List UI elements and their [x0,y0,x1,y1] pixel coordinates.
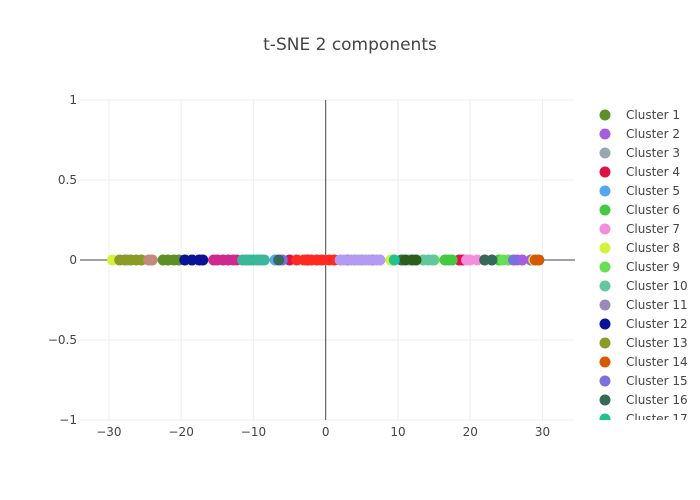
legend-marker [599,394,611,406]
chart-title: t-SNE 2 components [263,35,437,55]
y-tick: 0 [69,253,77,267]
legend-item[interactable]: Cluster 2 [599,127,681,141]
legend-marker [599,166,611,178]
legend-label: Cluster 7 [626,222,680,236]
data-point[interactable] [533,254,545,266]
data-point[interactable] [410,254,422,266]
legend-label: Cluster 14 [626,355,688,369]
legend[interactable]: Cluster 1 Cluster 2 Cluster 3 Cluster 4 Clus… [599,108,688,426]
data-points[interactable] [107,254,545,266]
x-tick-label: −30 [96,425,121,439]
legend-item[interactable]: Cluster 11 [599,298,688,312]
x-tick: 20 [463,425,478,439]
data-point[interactable] [374,254,386,266]
y-tick: −0.5 [48,333,77,347]
y-tick: 1 [69,93,77,107]
data-point[interactable] [516,254,528,266]
data-point[interactable] [486,254,498,266]
x-tick: −10 [241,425,266,439]
legend-item[interactable]: Cluster 12 [599,317,688,331]
x-tick-label: 0 [322,425,330,439]
legend-item[interactable]: Cluster 1 [599,108,681,122]
legend-marker [599,204,611,216]
data-point[interactable] [273,254,285,266]
legend-item[interactable]: Cluster 8 [599,241,681,255]
legend-item[interactable]: Cluster 16 [599,393,688,407]
legend-items: Cluster 1 Cluster 2 Cluster 3 Cluster 4 Clus… [599,108,688,426]
legend-marker [599,413,611,420]
legend-marker [599,185,611,197]
y-tick-label: −0.5 [48,333,77,347]
data-point[interactable] [388,254,400,266]
legend-label: Cluster 16 [626,393,688,407]
x-tick-label: −10 [241,425,266,439]
x-tick-label: −20 [169,425,194,439]
legend-label: Cluster 9 [626,260,680,274]
y-tick-label: 0 [69,253,77,267]
legend-item[interactable]: Cluster 4 [599,165,681,179]
data-point[interactable] [427,254,439,266]
legend-label: Cluster 10 [626,279,688,293]
legend-marker [599,147,611,159]
data-point[interactable] [197,254,209,266]
legend-marker [599,280,611,292]
x-tick-label: 10 [390,425,405,439]
legend-label: Cluster 2 [626,127,680,141]
legend-label: Cluster 4 [626,165,680,179]
x-tick: 30 [535,425,550,439]
x-tick: 10 [390,425,405,439]
legend-label: Cluster 5 [626,184,680,198]
legend-marker [599,242,611,254]
data-point[interactable] [446,254,458,266]
y-tick-label: 1 [69,93,77,107]
legend-label: Cluster 15 [626,374,688,388]
legend-marker [599,318,611,330]
y-tick: 0.5 [58,173,77,187]
data-point[interactable] [258,254,270,266]
legend-item[interactable]: Cluster 7 [599,222,681,236]
x-tick-label: 30 [535,425,550,439]
x-tick: −20 [169,425,194,439]
legend-label: Cluster 6 [626,203,680,217]
legend-item[interactable]: Cluster 9 [599,260,681,274]
x-tick-label: 20 [463,425,478,439]
legend-marker [599,128,611,140]
legend-label: Cluster 3 [626,146,680,160]
data-point[interactable] [240,254,252,266]
legend-marker [599,223,611,235]
legend-label: Cluster 12 [626,317,688,331]
data-point[interactable] [146,254,158,266]
legend-item[interactable]: Cluster 14 [599,355,688,369]
legend-item[interactable]: Cluster 13 [599,336,688,350]
data-point[interactable] [508,254,520,266]
legend-item[interactable]: Cluster 10 [599,279,688,293]
legend-label: Cluster 13 [626,336,688,350]
axes: −30 −20 −10 0 10 20 30 −1 −0.5 0 0.5 1 [48,93,575,439]
legend-item[interactable]: Cluster 15 [599,374,688,388]
x-tick: 0 [322,425,330,439]
legend-marker [599,375,611,387]
legend-marker [599,109,611,121]
legend-label: Cluster 8 [626,241,680,255]
legend-marker [599,299,611,311]
legend-label: Cluster 11 [626,298,688,312]
legend-item[interactable]: Cluster 17 [599,412,688,426]
legend-item[interactable]: Cluster 3 [599,146,681,160]
legend-label: Cluster 1 [626,108,680,122]
legend-item[interactable]: Cluster 6 [599,203,681,217]
legend-label: Cluster 17 [626,412,688,426]
y-tick: −1 [59,413,77,427]
y-tick-label: −1 [59,413,77,427]
legend-marker [599,337,611,349]
x-tick: −30 [96,425,121,439]
legend-item[interactable]: Cluster 5 [599,184,681,198]
legend-marker [599,261,611,273]
y-tick-label: 0.5 [58,173,77,187]
legend-marker [599,356,611,368]
